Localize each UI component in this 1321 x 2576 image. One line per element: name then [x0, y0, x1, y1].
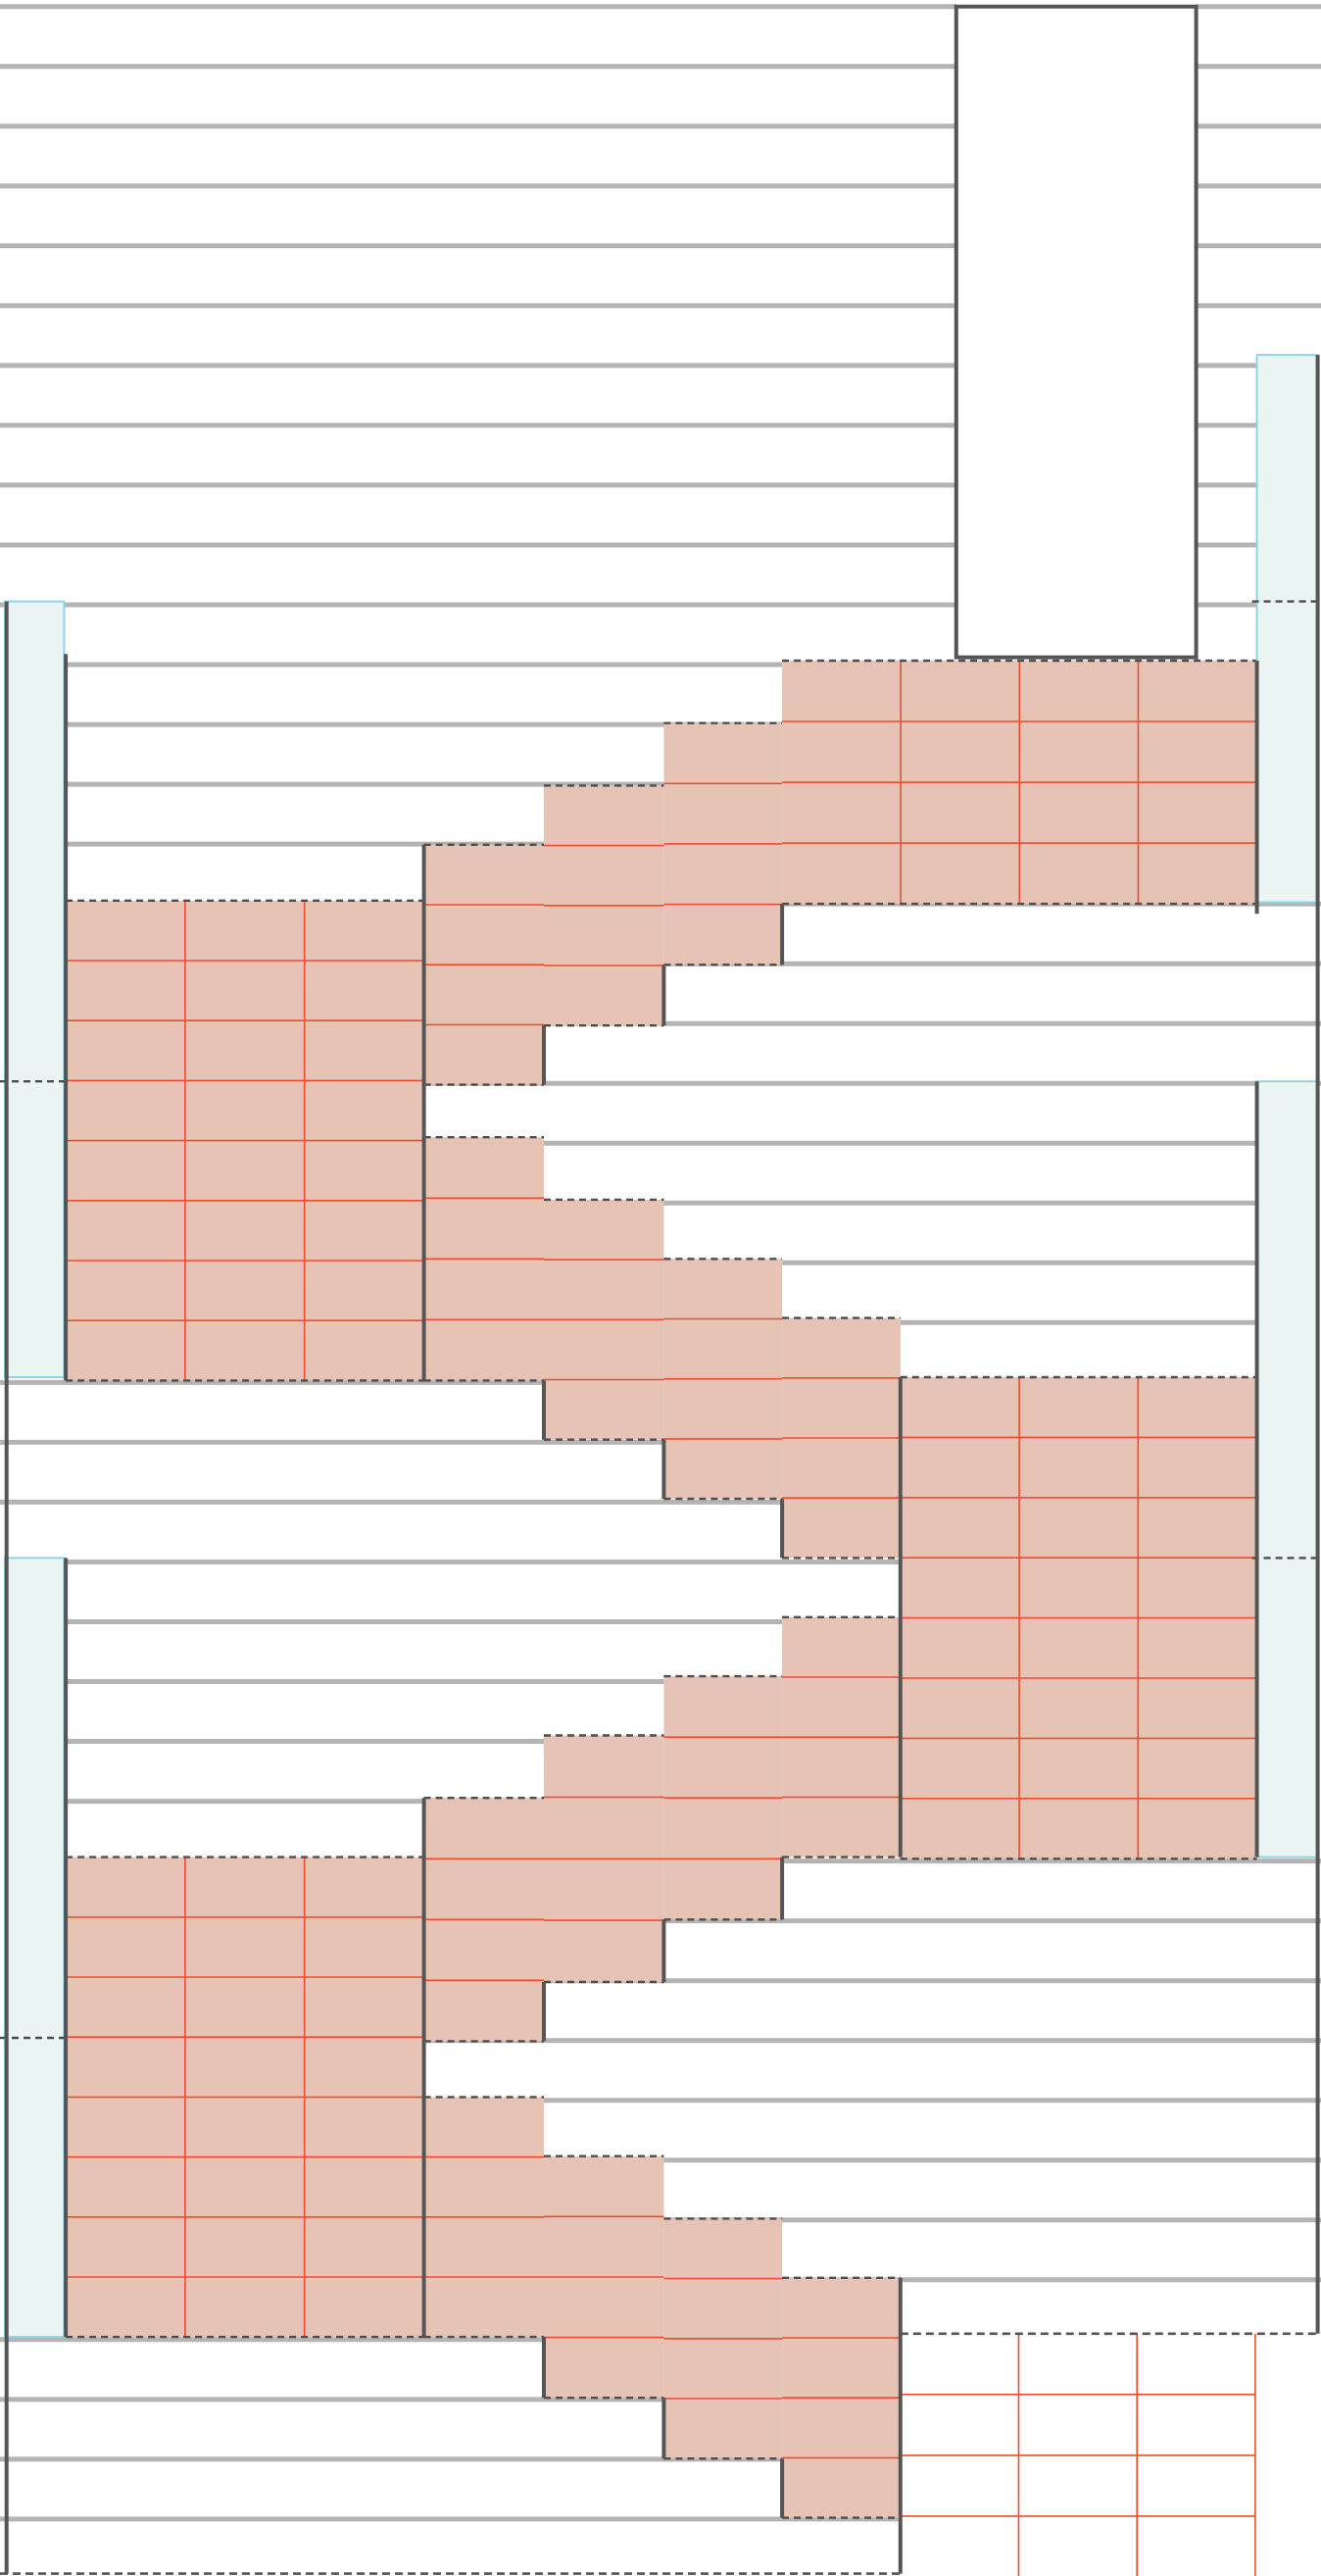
ruled-lines [0, 4, 1321, 2522]
handrail-right-2 [1255, 1080, 1319, 1858]
handrail-top-right [1255, 354, 1319, 904]
walls [0, 4, 1320, 2575]
step-blocks [66, 659, 1257, 2576]
handrails [0, 354, 1321, 2339]
handrail-left-2 [4, 1557, 66, 2339]
handrail-left-1 [4, 600, 66, 1378]
top-box-outline [954, 4, 1199, 660]
